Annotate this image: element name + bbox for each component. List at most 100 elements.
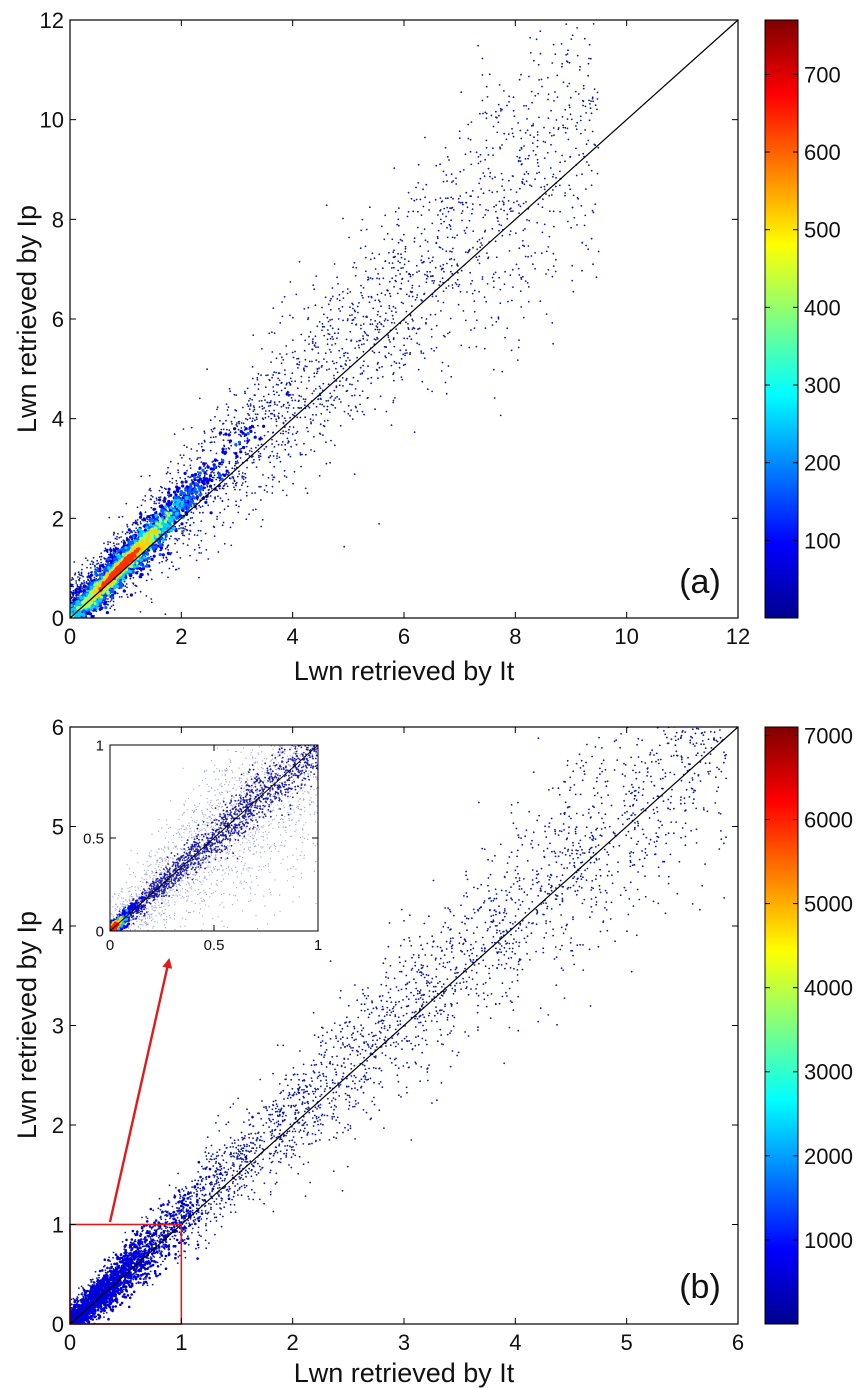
scatter-point bbox=[583, 37, 586, 40]
scatter-point bbox=[449, 270, 452, 273]
scatter-point bbox=[320, 366, 323, 368]
scatter-point bbox=[479, 153, 482, 156]
scatter-point bbox=[547, 246, 550, 248]
scatter-point bbox=[425, 322, 427, 325]
scatter-point bbox=[534, 267, 536, 270]
scatter-point bbox=[449, 250, 451, 253]
density-point bbox=[194, 490, 198, 494]
scatter-point bbox=[165, 556, 168, 559]
scatter-point bbox=[302, 368, 305, 371]
scatter-point bbox=[112, 604, 115, 607]
scatter-point bbox=[415, 264, 418, 267]
scatter-point bbox=[327, 383, 330, 386]
scatter-point bbox=[109, 547, 112, 550]
scatter-point bbox=[298, 363, 300, 366]
scatter-point bbox=[356, 410, 359, 413]
scatter-point bbox=[283, 475, 286, 477]
scatter-point bbox=[161, 560, 164, 563]
scatter-point bbox=[404, 247, 407, 250]
density-point bbox=[98, 607, 102, 611]
scatter-point bbox=[150, 578, 153, 581]
scatter-point bbox=[285, 345, 288, 347]
scatter-point bbox=[239, 448, 241, 450]
scatter-point bbox=[500, 110, 502, 112]
scatter-point bbox=[244, 476, 247, 479]
scatter-point bbox=[136, 519, 139, 521]
scatter-point bbox=[365, 334, 368, 336]
density-point bbox=[194, 482, 198, 486]
scatter-point bbox=[225, 403, 228, 405]
scatter-point bbox=[372, 307, 375, 310]
scatter-point bbox=[121, 515, 124, 518]
scatter-point bbox=[248, 449, 251, 452]
scatter-point bbox=[86, 566, 88, 569]
scatter-point bbox=[395, 328, 397, 330]
scatter-point bbox=[518, 156, 521, 159]
scatter-point bbox=[263, 407, 266, 409]
scatter-point bbox=[499, 288, 502, 291]
scatter-point bbox=[336, 395, 338, 398]
scatter-point bbox=[459, 290, 462, 293]
scatter-point bbox=[369, 206, 371, 209]
scatter-point bbox=[209, 449, 212, 452]
scatter-point bbox=[169, 552, 172, 554]
scatter-point bbox=[470, 282, 472, 285]
scatter-point bbox=[468, 346, 471, 349]
scatter-point bbox=[431, 280, 434, 282]
scatter-point bbox=[223, 445, 226, 448]
scatter-point bbox=[507, 300, 509, 303]
scatter-point bbox=[330, 439, 332, 442]
scatter-point bbox=[244, 392, 247, 395]
scatter-point bbox=[567, 49, 569, 52]
scatter-point bbox=[449, 225, 452, 228]
scatter-point bbox=[184, 525, 187, 528]
scatter-point bbox=[190, 448, 193, 450]
scatter-point bbox=[383, 345, 386, 348]
scatter-point bbox=[278, 394, 280, 397]
scatter-point bbox=[427, 275, 429, 278]
density-point bbox=[184, 488, 188, 492]
scatter-point bbox=[256, 378, 259, 381]
scatter-point bbox=[442, 170, 445, 173]
scatter-point bbox=[511, 132, 514, 135]
scatter-point bbox=[343, 354, 345, 357]
scatter-point bbox=[562, 124, 564, 127]
scatter-point bbox=[437, 214, 439, 216]
scatter-point bbox=[323, 334, 326, 337]
scatter-point bbox=[86, 559, 89, 562]
scatter-point bbox=[182, 532, 184, 534]
scatter-point bbox=[211, 470, 214, 473]
scatter-point bbox=[289, 377, 292, 380]
scatter-point bbox=[453, 237, 456, 239]
scatter-point bbox=[351, 314, 353, 316]
scatter-point bbox=[454, 282, 457, 284]
scatter-point bbox=[565, 54, 567, 56]
scatter-point bbox=[337, 332, 340, 334]
scatter-point bbox=[256, 413, 259, 416]
scatter-point bbox=[522, 275, 524, 278]
scatter-point bbox=[307, 318, 309, 321]
scatter-point bbox=[283, 469, 286, 472]
scatter-point bbox=[341, 305, 344, 308]
scatter-point bbox=[527, 245, 530, 247]
scatter-point bbox=[199, 529, 202, 532]
scatter-point bbox=[484, 111, 487, 114]
density-point bbox=[138, 515, 143, 519]
scatter-point bbox=[216, 406, 219, 408]
scatter-point bbox=[395, 275, 397, 277]
scatter-point bbox=[167, 544, 170, 547]
scatter-point bbox=[540, 186, 542, 189]
scatter-point bbox=[462, 310, 465, 312]
scatter-point bbox=[576, 27, 578, 29]
scatter-point bbox=[109, 607, 112, 610]
scatter-point bbox=[153, 500, 156, 503]
scatter-point bbox=[370, 376, 373, 379]
density-point bbox=[189, 486, 193, 490]
scatter-point bbox=[135, 585, 138, 588]
scatter-point bbox=[296, 357, 298, 360]
scatter-point bbox=[176, 551, 179, 554]
scatter-point bbox=[360, 291, 362, 294]
scatter-point bbox=[435, 241, 438, 244]
scatter-point bbox=[359, 366, 362, 369]
scatter-point bbox=[380, 305, 382, 308]
